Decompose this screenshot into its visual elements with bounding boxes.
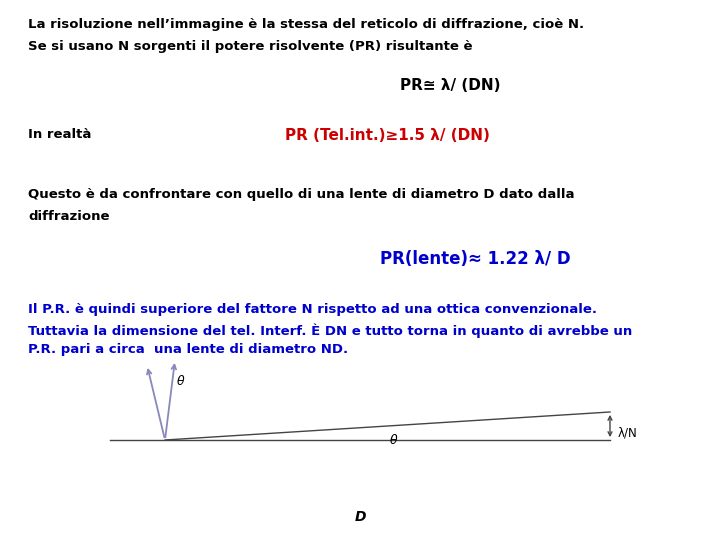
Text: P.R. pari a circa  una lente di diametro ND.: P.R. pari a circa una lente di diametro … — [28, 343, 348, 356]
Text: θ: θ — [390, 434, 397, 447]
Text: Se si usano N sorgenti il potere risolvente (PR) risultante è: Se si usano N sorgenti il potere risolve… — [28, 40, 472, 53]
Text: D: D — [354, 510, 366, 524]
Text: Il P.R. è quindi superiore del fattore N rispetto ad una ottica convenzionale.: Il P.R. è quindi superiore del fattore N… — [28, 303, 597, 316]
Text: θ: θ — [177, 375, 184, 388]
Text: PR(lente)≈ 1.22 λ/ D: PR(lente)≈ 1.22 λ/ D — [380, 250, 571, 268]
Text: In realtà: In realtà — [28, 128, 91, 141]
Text: PR≅ λ/ (DN): PR≅ λ/ (DN) — [400, 78, 500, 93]
Text: λ/N: λ/N — [618, 426, 638, 439]
Text: Tuttavia la dimensione del tel. Interf. È DN e tutto torna in quanto di avrebbe : Tuttavia la dimensione del tel. Interf. … — [28, 323, 632, 338]
Text: diffrazione: diffrazione — [28, 210, 109, 223]
Text: Questo è da confrontare con quello di una lente di diametro D dato dalla: Questo è da confrontare con quello di un… — [28, 188, 575, 201]
Text: La risoluzione nell’immagine è la stessa del reticolo di diffrazione, cioè N.: La risoluzione nell’immagine è la stessa… — [28, 18, 584, 31]
Text: PR (Tel.int.)≥1.5 λ/ (DN): PR (Tel.int.)≥1.5 λ/ (DN) — [285, 128, 490, 143]
